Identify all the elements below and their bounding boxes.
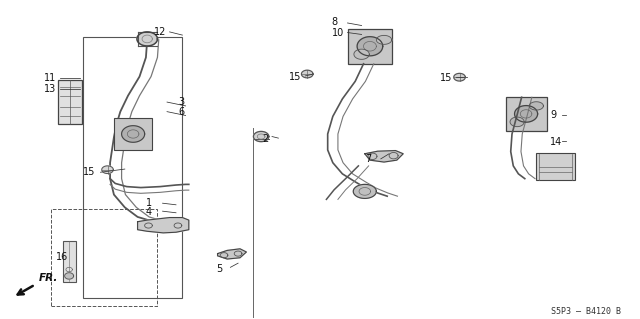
Bar — [58, 80, 82, 124]
Text: 3: 3 — [178, 97, 184, 107]
Polygon shape — [218, 249, 246, 259]
Bar — [114, 118, 152, 150]
Text: 6: 6 — [178, 107, 184, 117]
Text: 16: 16 — [56, 252, 68, 262]
Polygon shape — [122, 126, 145, 142]
Polygon shape — [301, 70, 313, 78]
Bar — [63, 241, 76, 282]
Text: 15: 15 — [440, 73, 452, 83]
Text: 7: 7 — [365, 154, 371, 165]
Text: 5: 5 — [216, 263, 223, 274]
Polygon shape — [376, 35, 392, 44]
Text: 8: 8 — [332, 17, 338, 27]
Polygon shape — [454, 73, 465, 81]
Bar — [83, 37, 182, 298]
Polygon shape — [137, 32, 157, 46]
Text: FR.: FR. — [38, 273, 58, 283]
Text: 9: 9 — [550, 110, 557, 121]
Polygon shape — [515, 106, 538, 122]
Bar — [348, 29, 392, 64]
Polygon shape — [510, 117, 524, 127]
Bar — [536, 153, 575, 180]
Text: 12: 12 — [154, 27, 166, 37]
Polygon shape — [102, 166, 113, 174]
Bar — [506, 97, 547, 131]
Text: S5P3 – B4120 B: S5P3 – B4120 B — [551, 307, 621, 316]
Text: 2: 2 — [262, 134, 269, 144]
Text: 4: 4 — [146, 207, 152, 217]
Polygon shape — [357, 37, 383, 56]
Polygon shape — [253, 131, 269, 142]
Polygon shape — [138, 218, 189, 233]
Polygon shape — [529, 102, 543, 110]
Text: 11: 11 — [44, 73, 56, 83]
Polygon shape — [353, 184, 376, 198]
Text: 1: 1 — [146, 197, 152, 208]
Polygon shape — [365, 151, 403, 162]
Text: 14: 14 — [550, 137, 563, 147]
Polygon shape — [354, 49, 369, 59]
Polygon shape — [65, 273, 74, 279]
Text: 10: 10 — [332, 28, 344, 38]
Text: 15: 15 — [289, 71, 301, 82]
Text: 15: 15 — [83, 167, 95, 177]
Bar — [51, 209, 157, 306]
Text: 13: 13 — [44, 84, 56, 94]
